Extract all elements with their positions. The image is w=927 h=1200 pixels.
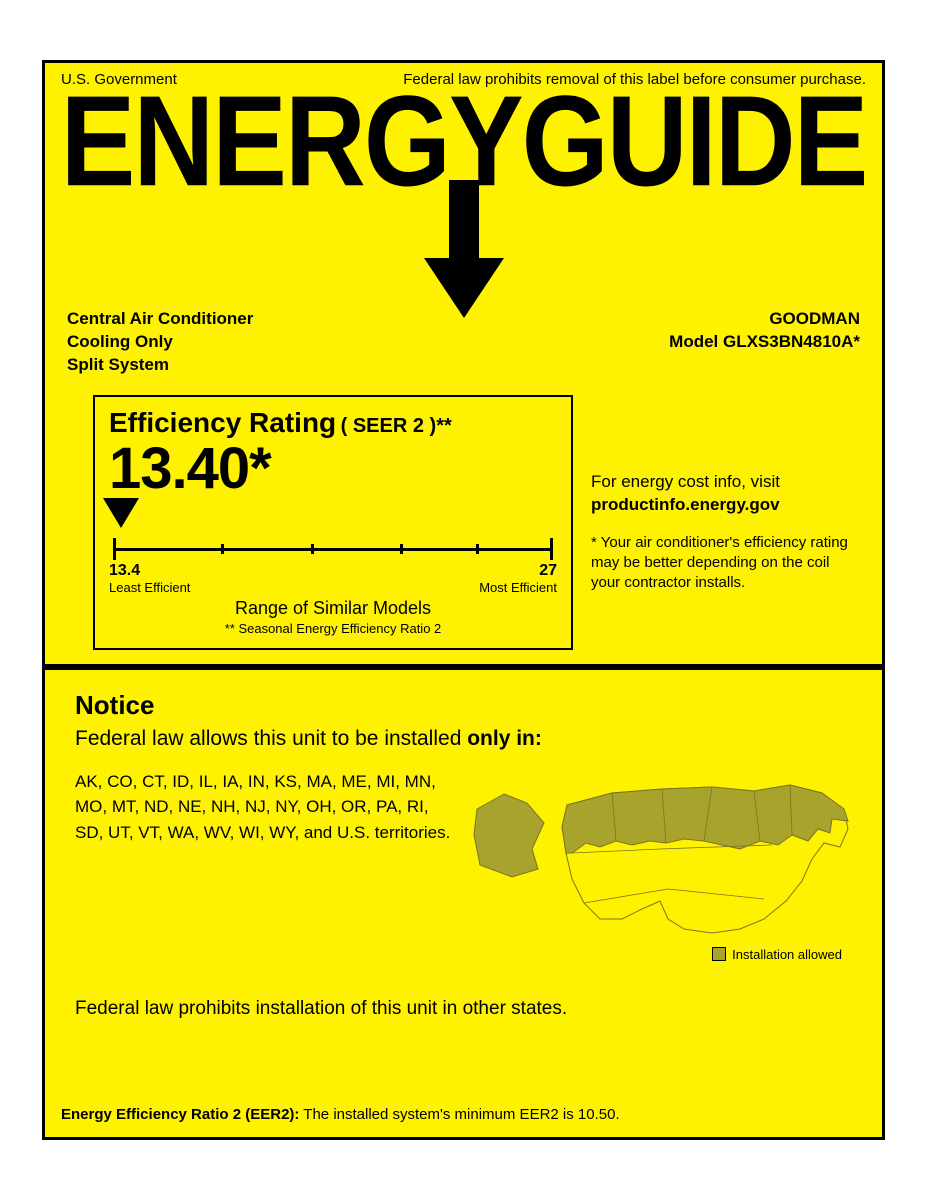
brand-block: GOODMAN Model GLXS3BN4810A* xyxy=(669,308,860,377)
efficiency-box: Efficiency Rating ( SEER 2 )** 13.40* xyxy=(93,395,573,650)
product-description: Central Air Conditioner Cooling Only Spl… xyxy=(67,308,253,377)
brand-name: GOODMAN xyxy=(669,308,860,331)
range-footnote: ** Seasonal Energy Efficiency Ratio 2 xyxy=(109,621,557,636)
eer-label: Energy Efficiency Ratio 2 (EER2): xyxy=(61,1106,299,1123)
map-legend: Installation allowed xyxy=(712,947,842,962)
us-map: Installation allowed xyxy=(472,769,852,944)
range-caption: Range of Similar Models xyxy=(109,598,557,619)
prohibit-text: Federal law prohibits installation of th… xyxy=(75,998,852,1020)
efficiency-scale: 13.4 Least Efficient 27 Most Efficient xyxy=(109,508,557,594)
down-arrow-icon xyxy=(419,180,509,320)
allowed-states-list: AK, CO, CT, ID, IL, IA, IN, KS, MA, ME, … xyxy=(75,769,452,944)
model-number: Model GLXS3BN4810A* xyxy=(669,331,860,354)
notice-section: Notice Federal law allows this unit to b… xyxy=(45,670,882,1030)
scale-max-label: Most Efficient xyxy=(479,580,557,595)
legend-text: Installation allowed xyxy=(732,947,842,962)
eer-text: The installed system's minimum EER2 is 1… xyxy=(299,1106,619,1123)
product-line-3: Split System xyxy=(67,354,253,377)
efficiency-footnote: * Your air conditioner's efficiency rati… xyxy=(591,533,860,594)
notice-heading: Notice xyxy=(75,690,852,721)
title-block: ENERGYGUIDE xyxy=(45,84,882,284)
notice-lead: Federal law allows this unit to be insta… xyxy=(75,727,852,751)
cost-info-url: productinfo.energy.gov xyxy=(591,494,860,517)
eer-line: Energy Efficiency Ratio 2 (EER2): The in… xyxy=(61,1106,866,1123)
product-line-1: Central Air Conditioner xyxy=(67,308,253,331)
scale-pointer-icon xyxy=(103,498,139,534)
product-line-2: Cooling Only xyxy=(67,331,253,354)
energy-guide-label: U.S. Government Federal law prohibits re… xyxy=(42,60,885,1140)
efficiency-metric: ( SEER 2 )** xyxy=(341,415,452,437)
efficiency-value: 13.40* xyxy=(109,435,557,502)
side-info: For energy cost info, visit productinfo.… xyxy=(591,395,860,650)
scale-min-label: Least Efficient xyxy=(109,580,190,595)
scale-max-value: 27 xyxy=(539,562,557,579)
legend-swatch xyxy=(712,947,726,961)
efficiency-title: Efficiency Rating xyxy=(109,407,336,438)
cost-info-intro: For energy cost info, visit xyxy=(591,471,860,494)
scale-min-value: 13.4 xyxy=(109,562,140,579)
